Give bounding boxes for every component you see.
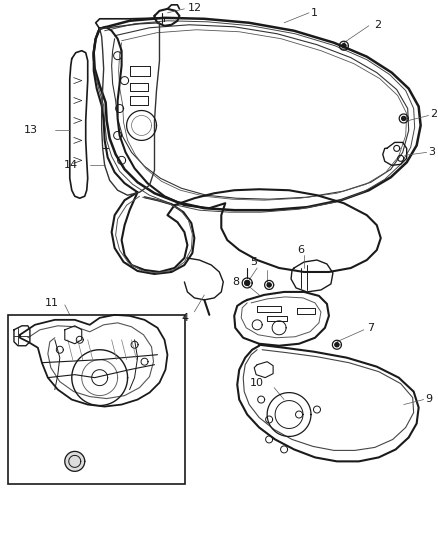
Text: 6: 6 xyxy=(297,245,304,255)
Polygon shape xyxy=(96,374,103,381)
Text: 12: 12 xyxy=(187,3,201,13)
Text: 7: 7 xyxy=(367,323,374,333)
Polygon shape xyxy=(342,44,346,48)
Text: 8: 8 xyxy=(232,277,239,287)
Text: 2: 2 xyxy=(374,20,381,30)
Polygon shape xyxy=(335,343,339,347)
Text: 10: 10 xyxy=(250,377,264,387)
Text: 3: 3 xyxy=(429,147,436,157)
Polygon shape xyxy=(245,280,250,286)
Text: 14: 14 xyxy=(64,160,78,171)
Bar xyxy=(8,315,185,484)
Text: 13: 13 xyxy=(24,125,38,135)
Text: 4: 4 xyxy=(181,313,188,323)
Text: 1: 1 xyxy=(311,8,318,18)
Text: 5: 5 xyxy=(251,257,258,267)
Polygon shape xyxy=(267,283,271,287)
Polygon shape xyxy=(402,117,406,120)
Text: 9: 9 xyxy=(426,393,433,403)
Text: 11: 11 xyxy=(45,298,59,308)
Polygon shape xyxy=(65,451,85,471)
Text: 2: 2 xyxy=(431,109,438,119)
